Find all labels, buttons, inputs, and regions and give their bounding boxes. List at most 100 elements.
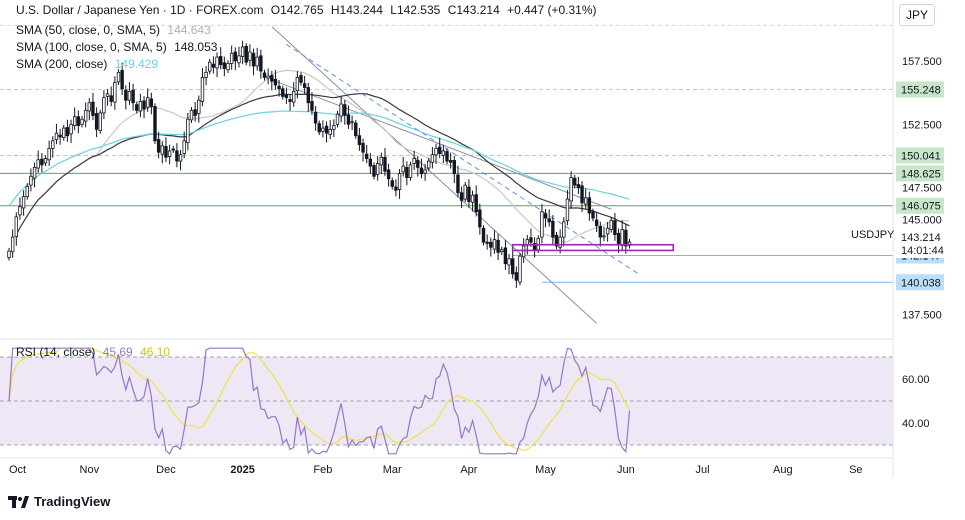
candle-up: [565, 198, 570, 222]
sma100-value: 148.053: [174, 40, 218, 54]
candle-up: [339, 103, 343, 117]
time-tick-label: Jul: [695, 464, 709, 476]
candle-down: [510, 258, 515, 275]
candle-down: [277, 85, 281, 90]
candle-up: [335, 113, 340, 125]
candle-down: [58, 134, 62, 138]
candle-up: [441, 150, 446, 156]
candle-up: [186, 118, 190, 144]
candle-down: [485, 241, 489, 244]
candle-down: [222, 62, 227, 69]
level-tag[interactable]: [896, 165, 944, 182]
candles: [7, 40, 632, 288]
candle-up: [569, 177, 573, 202]
high-label: H: [330, 3, 340, 17]
candle-down: [153, 106, 157, 142]
candle-up: [25, 186, 29, 197]
candle-up: [69, 123, 73, 135]
moving-averages: [8, 69, 630, 243]
brand-name: TradingView: [34, 494, 111, 509]
candle-up: [47, 147, 51, 161]
candle-up: [558, 236, 562, 248]
sma200-legend[interactable]: SMA (200, close) 149.429: [16, 57, 162, 72]
level-tag[interactable]: [896, 197, 944, 214]
candle-down: [299, 75, 303, 83]
candle-down: [193, 109, 197, 116]
candle-up: [521, 245, 526, 258]
candle-up: [7, 250, 11, 258]
price-tick-label: 157.500: [902, 56, 942, 68]
candle-down: [419, 167, 424, 175]
candle-down: [386, 169, 391, 180]
candle-down: [496, 239, 500, 253]
currency-button[interactable]: JPY: [899, 4, 935, 26]
candle-down: [478, 209, 482, 228]
candle-down: [76, 116, 81, 126]
candle-up: [255, 56, 259, 67]
candle-up: [507, 258, 511, 266]
candle-up: [167, 150, 172, 158]
candle-up: [518, 255, 522, 283]
candle-up: [116, 71, 121, 83]
candle-up: [54, 132, 59, 140]
trendlines[interactable]: [271, 26, 641, 324]
trendline[interactable]: [271, 26, 597, 324]
candle-down: [543, 213, 548, 219]
candle-down: [587, 197, 592, 214]
candle-down: [529, 237, 533, 243]
candle-up: [215, 56, 219, 69]
price-tick-label: 147.500: [902, 183, 942, 195]
candle-down: [481, 227, 486, 243]
candle-up: [83, 109, 88, 122]
rsi-line: [8, 347, 631, 455]
horizontal-levels[interactable]: [0, 88, 893, 283]
rsi-legend[interactable]: RSI (14, close) 45.69 46.10: [16, 345, 174, 360]
support-box[interactable]: [511, 243, 675, 252]
open-label: O: [270, 3, 281, 17]
candle-down: [551, 220, 555, 238]
level-tag[interactable]: [896, 81, 944, 98]
support-box-rect[interactable]: [511, 243, 675, 252]
candle-down: [281, 88, 285, 97]
candle-up: [375, 163, 380, 175]
price-axis[interactable]: 157.500 152.500 147.500 145.000 137.500 155.2…: [851, 56, 944, 430]
level-tag-label: 150.041: [901, 150, 941, 162]
candle-down: [317, 123, 321, 133]
candle-up: [145, 97, 150, 108]
candle-up: [178, 154, 183, 162]
candle-up: [138, 101, 143, 112]
sma50-legend[interactable]: SMA (50, close, 0, SMA, 5) 144.643: [16, 23, 215, 38]
candle-down: [467, 186, 471, 203]
candle-down: [91, 101, 95, 116]
candle-up: [430, 154, 435, 163]
trendline[interactable]: [286, 44, 641, 276]
trendline[interactable]: [271, 79, 612, 210]
last-price-tag[interactable]: [896, 230, 944, 259]
level-tag[interactable]: [896, 147, 944, 164]
candle-down: [368, 158, 373, 167]
candle-down: [394, 186, 398, 191]
candle-up: [605, 227, 610, 235]
sma200-value: 149.429: [114, 57, 159, 71]
candle-down: [244, 45, 248, 63]
tradingview-brand[interactable]: TradingView: [8, 494, 110, 509]
candle-up: [102, 97, 106, 114]
sma100-line: [15, 93, 630, 236]
candle-down: [416, 160, 420, 168]
sma100-legend[interactable]: SMA (100, close, 0, SMA, 5) 148.053: [16, 40, 221, 55]
time-axis[interactable]: Oct Nov Dec 2025 Feb Mar Apr May Jun Jul Aug Se: [9, 464, 863, 476]
price-tick-label: 152.500: [902, 119, 942, 131]
level-tag[interactable]: [896, 274, 944, 291]
symbol-title[interactable]: U.S. Dollar / Japanese Yen · 1D · FOREX.…: [16, 3, 264, 17]
candle-down: [547, 218, 551, 223]
rsi-label: RSI (14, close): [16, 345, 96, 359]
candle-down: [503, 247, 508, 265]
time-tick-label: Se: [849, 464, 862, 476]
candle-down: [514, 272, 519, 281]
candle-up: [197, 99, 201, 114]
candle-up: [62, 127, 66, 139]
time-tick-label: 2025: [230, 464, 254, 476]
candle-up: [321, 127, 325, 132]
candle-up: [423, 169, 427, 174]
